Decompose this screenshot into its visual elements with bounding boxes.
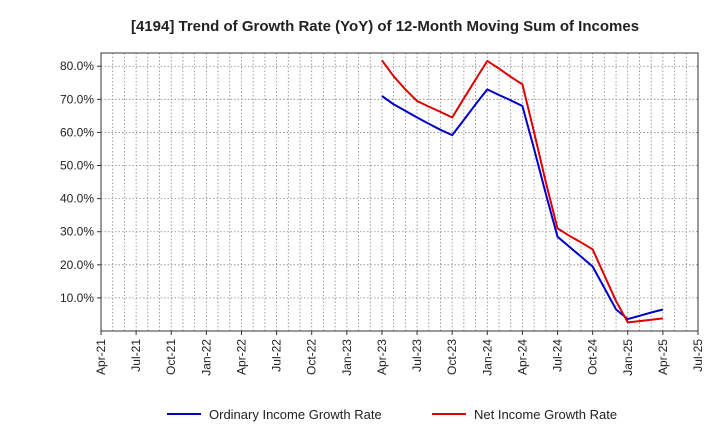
x-tick-label: Oct-23 (445, 339, 459, 375)
y-tick-label: 30.0% (60, 225, 94, 239)
x-tick-label: Jul-21 (129, 339, 143, 372)
y-axis: 10.0% 20.0% 30.0% 40.0% 50.0% 60.0% 70.0% 80.0% (60, 59, 101, 305)
y-tick-label: 40.0% (60, 192, 94, 206)
x-tick-label: Jan-24 (480, 339, 494, 376)
x-tick-label: Apr-23 (375, 339, 389, 375)
y-tick-label: 10.0% (60, 291, 94, 305)
x-tick-label: Jul-22 (270, 339, 284, 372)
x-tick-label: Jan-22 (199, 339, 213, 376)
x-tick-label: Oct-22 (305, 339, 319, 375)
plot-frame (100, 52, 699, 332)
series-line-1 (381, 88, 664, 321)
x-tick-label: Apr-25 (656, 339, 670, 375)
y-tick-label: 50.0% (60, 159, 94, 173)
x-tick-label: Apr-21 (94, 339, 108, 375)
x-tick-label: Oct-24 (586, 339, 600, 375)
y-tick-label: 80.0% (60, 59, 94, 73)
legend-label: Ordinary Income Growth Rate (209, 407, 382, 422)
chart-title: [4194] Trend of Growth Rate (YoY) of 12-… (131, 18, 639, 35)
legend: Ordinary Income Growth Rate Net Income Gr… (167, 407, 617, 422)
legend-label: Net Income Growth Rate (474, 407, 617, 422)
series-lines (381, 59, 664, 324)
y-tick-label: 60.0% (60, 125, 94, 139)
series-line-2 (381, 59, 664, 324)
x-axis: Apr-21 Jul-21 Oct-21 Jan-22 Apr-22 Jul-22 Oct-… (94, 331, 705, 376)
x-tick-label: Oct-21 (164, 339, 178, 375)
x-tick-label: Jan-25 (621, 339, 635, 376)
x-tick-label: Jul-25 (691, 339, 705, 372)
x-tick-label: Jan-23 (340, 339, 354, 376)
grid-lines (100, 53, 699, 331)
x-tick-label: Jul-24 (551, 339, 565, 372)
y-tick-label: 70.0% (60, 92, 94, 106)
x-tick-label: Apr-22 (234, 339, 248, 375)
x-tick-label: Jul-23 (410, 339, 424, 372)
y-tick-label: 20.0% (60, 258, 94, 272)
x-tick-label: Apr-24 (515, 339, 529, 375)
